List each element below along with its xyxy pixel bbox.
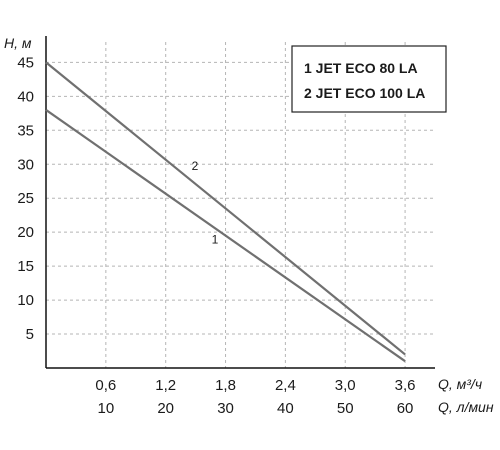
y-tick-label: 10 — [17, 292, 34, 309]
y-tick-label: 40 — [17, 88, 34, 105]
legend-entry-2: 2 JET ECO 100 LA — [304, 85, 425, 101]
series-label-1: 1 — [212, 233, 219, 247]
tick-labels: 0,6 10 1,2 20 1,8 30 2,4 40 3,0 50 3,6 60 5 10 15 20 25 3… — [17, 54, 415, 417]
x-axis-title: Q, м³/ч — [438, 376, 482, 392]
y-tick-label: 20 — [17, 224, 34, 241]
legend: 1 JET ECO 80 LA 2 JET ECO 100 LA — [291, 45, 447, 113]
x-tick-label: 1,8 — [215, 377, 236, 394]
x-tick-label-secondary: 20 — [157, 400, 174, 417]
axes — [45, 36, 435, 369]
series-line-1 — [45, 109, 406, 363]
y-tick-label: 30 — [17, 156, 34, 173]
series-lines: 12 — [45, 61, 406, 363]
x-tick-label-secondary: 40 — [277, 400, 294, 417]
x-axis-title-secondary: Q, л/мин — [438, 399, 494, 415]
x-tick-label: 0,6 — [95, 377, 116, 394]
y-tick-label: 45 — [17, 54, 34, 71]
series-line-2 — [45, 61, 406, 356]
x-tick-label-secondary: 50 — [337, 400, 354, 417]
y-tick-label: 35 — [17, 122, 34, 139]
y-tick-label: 5 — [26, 326, 34, 343]
legend-box — [291, 45, 447, 113]
x-tick-label: 2,4 — [275, 377, 296, 394]
y-tick-label: 15 — [17, 258, 34, 275]
x-tick-label: 3,0 — [335, 377, 356, 394]
y-axis-title: H, м — [4, 35, 32, 51]
x-tick-label-secondary: 30 — [217, 400, 234, 417]
x-tick-label: 3,6 — [395, 377, 416, 394]
y-tick-label: 25 — [17, 190, 34, 207]
x-tick-label: 1,2 — [155, 377, 176, 394]
x-tick-label-secondary: 60 — [397, 400, 414, 417]
series-label-2: 2 — [192, 159, 199, 173]
x-tick-label-secondary: 10 — [98, 400, 115, 417]
legend-entry-1: 1 JET ECO 80 LA — [304, 60, 418, 76]
